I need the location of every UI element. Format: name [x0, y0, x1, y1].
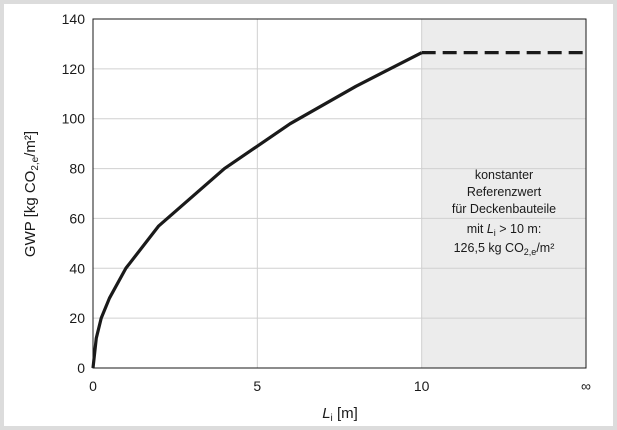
x-tick-label: 5 [253, 378, 261, 394]
y-tick-label: 20 [69, 310, 85, 326]
annotation-line-4: mit Li > 10 m: [467, 222, 542, 238]
x-tick-label: 10 [414, 378, 430, 394]
y-tick-label: 140 [62, 11, 86, 27]
y-tick-label: 80 [69, 161, 85, 177]
x-axis-title: Li [m] [322, 405, 358, 424]
annotation-line-3: für Deckenbauteile [452, 202, 556, 216]
y-axis-title: GWP [kg CO2,e/m²] [22, 131, 41, 257]
annotation-line-2: Referenzwert [467, 185, 542, 199]
y-tick-label: 120 [62, 61, 86, 77]
grid [92, 18, 587, 369]
annotation-line-1: konstanter [475, 168, 533, 182]
shaded-region [421, 19, 586, 368]
annotation: konstanter Referenzwert für Deckenbautei… [452, 168, 556, 257]
x-tick-label: 0 [89, 378, 97, 394]
gwp-chart: 0 20 40 60 80 100 120 140 0 5 10 ∞ konstanter Refe… [22, 11, 591, 424]
y-tick-label: 0 [77, 360, 85, 376]
chart-frame: 0 20 40 60 80 100 120 140 0 5 10 ∞ konstanter Refe… [4, 4, 613, 426]
y-tick-label: 100 [62, 111, 86, 127]
x-tick-label: ∞ [581, 378, 591, 394]
y-tick-label: 60 [69, 210, 85, 226]
y-tick-label: 40 [69, 260, 85, 276]
x-tick-labels: 0 5 10 ∞ [89, 378, 591, 394]
series-lines [91, 51, 586, 369]
annotation-line-5: 126,5 kg CO2,e/m² [454, 241, 555, 257]
plot-border [92, 18, 587, 369]
y-tick-labels: 0 20 40 60 80 100 120 140 [62, 11, 86, 376]
gwp-curve [91, 51, 423, 369]
